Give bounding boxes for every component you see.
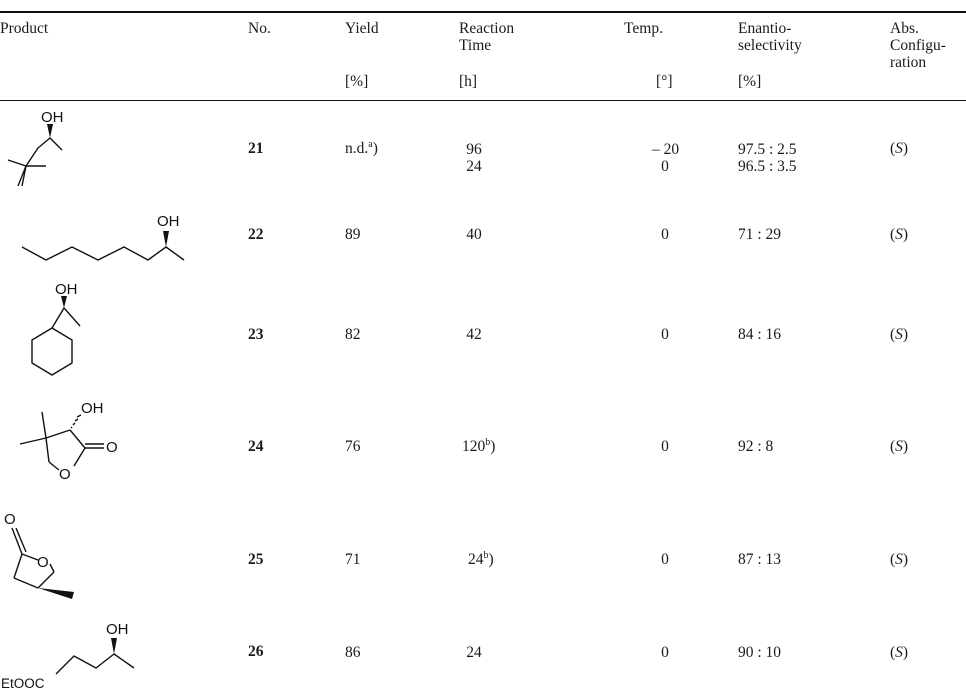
header-no: No. xyxy=(248,20,271,37)
header-abs-1: Abs. xyxy=(890,20,919,37)
header-abs-3: ration xyxy=(890,54,927,71)
oh-label: OH xyxy=(41,109,64,126)
time-value: 96 xyxy=(466,141,482,158)
header-time-1: Reaction xyxy=(459,20,515,37)
ee-value: 92 : 8 xyxy=(738,438,774,455)
time-value: 24 xyxy=(466,158,482,175)
header-time-3: [h] xyxy=(459,73,478,90)
temp-value: 0 xyxy=(661,326,669,343)
abs-config: (S) xyxy=(890,326,909,343)
header-rule xyxy=(0,100,966,101)
entry-no: 25 xyxy=(248,551,264,568)
temp-value: 0 xyxy=(661,644,669,661)
oh-label: OH xyxy=(81,400,104,417)
entry-no: 26 xyxy=(248,643,264,660)
yield-value: 82 xyxy=(345,326,361,343)
entry-no: 24 xyxy=(248,438,264,455)
abs-config: (S) xyxy=(890,551,909,568)
ee-value: 71 : 29 xyxy=(738,226,782,243)
yield-value: 89 xyxy=(345,226,361,243)
oh-label: OH xyxy=(157,213,180,230)
structure-24: OH O O xyxy=(19,400,118,483)
temp-value: – 20 xyxy=(652,141,680,158)
abs-config: (S) xyxy=(890,226,909,243)
temp-value: 0 xyxy=(661,438,669,455)
ee-value: 90 : 10 xyxy=(738,644,782,661)
o-label: O xyxy=(106,439,118,456)
oh-label: OH xyxy=(106,621,129,638)
time-value: 24b) xyxy=(468,550,494,569)
ee-value: 97.5 : 2.5 xyxy=(738,141,797,158)
top-rule xyxy=(0,11,966,13)
abs-config: (S) xyxy=(890,438,909,455)
entry-no: 21 xyxy=(248,140,264,157)
o-label: O xyxy=(4,511,16,528)
entry-no: 22 xyxy=(248,226,264,243)
yield-value: 71 xyxy=(345,551,361,568)
ee-value: 96.5 : 3.5 xyxy=(738,158,797,175)
time-value: 120b) xyxy=(462,437,496,456)
yield-value: n.d.a) xyxy=(345,139,378,158)
header-yield-2: [%] xyxy=(345,73,369,90)
header-product: Product xyxy=(0,20,49,37)
oh-label: OH xyxy=(55,281,78,298)
structure-21: OH xyxy=(7,109,64,187)
yield-value: 76 xyxy=(345,438,361,455)
header-yield-1: Yield xyxy=(345,20,379,37)
header-ee-2: selectivity xyxy=(738,37,802,54)
header-time-2: Time xyxy=(459,37,492,54)
temp-value: 0 xyxy=(661,158,669,175)
time-value: 40 xyxy=(466,226,482,243)
o-label: O xyxy=(59,466,71,483)
yield-value: 86 xyxy=(345,644,361,661)
ee-value: 84 : 16 xyxy=(738,326,782,343)
header-ee-3: [%] xyxy=(738,73,762,90)
temp-value: 0 xyxy=(661,551,669,568)
header-abs-2: Configu- xyxy=(890,37,946,54)
o-label: O xyxy=(37,554,49,571)
time-value: 42 xyxy=(466,326,482,343)
ee-value: 87 : 13 xyxy=(738,551,782,568)
structure-25: O O xyxy=(4,511,74,599)
structure-22: OH xyxy=(21,213,185,261)
header-temp-2: [°] xyxy=(656,73,673,90)
ester-label: EtOOC xyxy=(1,676,45,691)
header-ee-1: Enantio- xyxy=(738,20,792,37)
abs-config: (S) xyxy=(890,140,909,157)
time-value: 24 xyxy=(466,644,482,661)
temp-value: 0 xyxy=(661,226,669,243)
entry-no: 23 xyxy=(248,326,264,343)
abs-config: (S) xyxy=(890,644,909,661)
hashed-bond xyxy=(70,414,82,429)
header-temp-1: Temp. xyxy=(624,20,663,37)
structure-26: OH EtOOC xyxy=(1,621,135,691)
structure-23: OH xyxy=(31,281,81,376)
